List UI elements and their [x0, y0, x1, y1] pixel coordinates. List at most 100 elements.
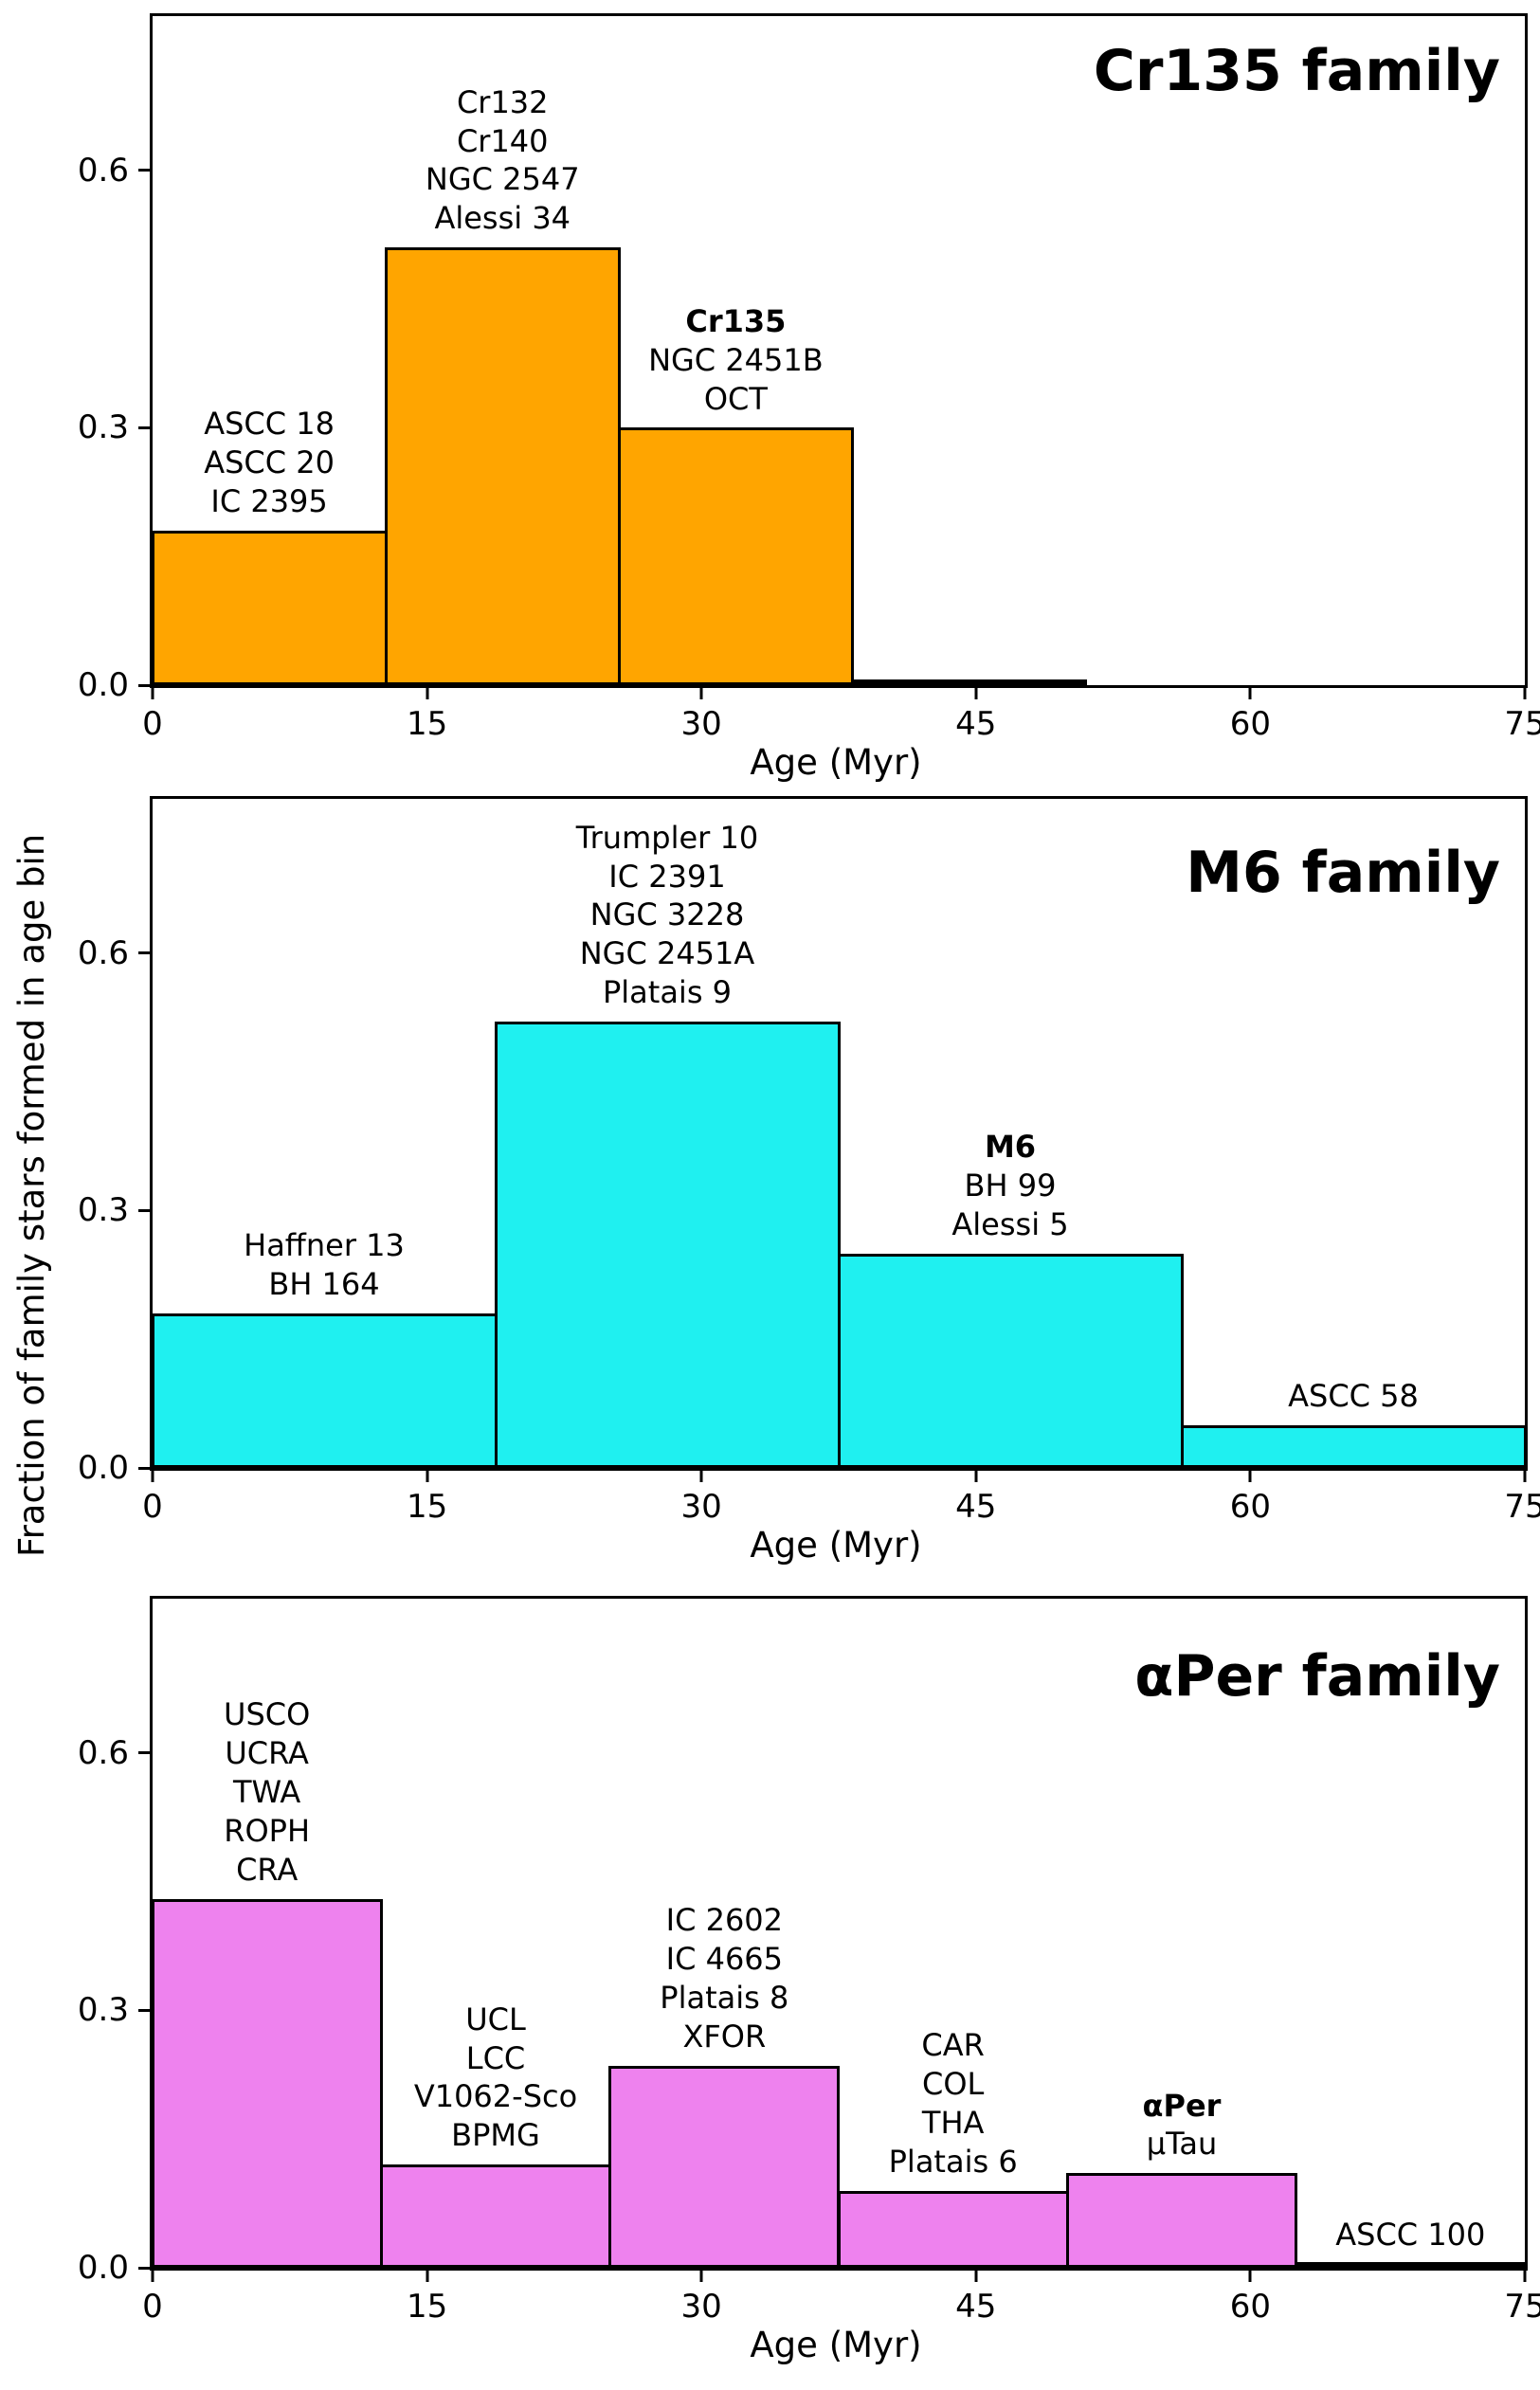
y-tick-mark: [138, 2266, 150, 2270]
x-tick-label: 30: [680, 2288, 722, 2326]
bar-annotation: αPer μTau: [1143, 2087, 1222, 2164]
bar-annotation-line: Cr132: [456, 83, 549, 120]
panel-title-alphaper: αPer family: [1134, 1643, 1500, 1710]
x-tick-label: 0: [142, 2288, 163, 2326]
bar-annotation-line: Platais 8: [660, 1980, 789, 2017]
bar-annotation-line: ASCC 18: [204, 406, 335, 443]
bar-annotation-line: IC 4665: [665, 1941, 784, 1978]
histogram-bar: [151, 1313, 498, 1468]
x-tick-label: 15: [406, 2288, 448, 2326]
bar-annotation-line: ROPH: [224, 1812, 311, 1849]
bar-annotation: ASCC 18 ASCC 20 IC 2395: [204, 405, 335, 521]
y-tick-mark: [138, 1208, 150, 1212]
y-tick-mark: [138, 2008, 150, 2012]
bar-annotation-line: Platais 6: [888, 2143, 1018, 2180]
x-tick-mark: [1523, 688, 1527, 699]
x-tick-mark: [426, 2271, 429, 2282]
y-tick-mark: [138, 951, 150, 955]
bar-annotation-line: CAR: [921, 2026, 985, 2063]
bar-annotation: UCL LCC V1062-Sco BPMG: [414, 2001, 577, 2156]
plot-area-cr135: Cr135 family ASCC 18 ASCC 20 IC 2395 Cr132 C…: [78, 13, 1540, 740]
bar-annotation-line: M6: [984, 1128, 1037, 1165]
x-tick-label: 60: [1229, 705, 1272, 743]
x-tick-mark: [974, 688, 978, 699]
bar-annotation-line: Alessi 5: [951, 1205, 1069, 1242]
bar-annotation-line: THA: [921, 2104, 985, 2141]
bar-annotation-line: Haffner 13: [244, 1227, 405, 1264]
histogram-bar: [1295, 2262, 1527, 2268]
x-tick-mark: [1248, 2271, 1252, 2282]
bar-annotation-line: OCT: [703, 380, 768, 417]
bar-annotation-line: NGC 2451B: [648, 341, 824, 378]
x-tick-label: 0: [142, 1488, 163, 1526]
bar-annotation: Haffner 13 BH 164: [244, 1226, 405, 1304]
y-tick-label: 0.6: [77, 151, 129, 190]
histogram-bar: [1065, 2173, 1298, 2268]
x-tick-label: 15: [406, 1488, 448, 1526]
bar-annotation: IC 2602 IC 4665 Platais 8 XFOR: [660, 1901, 788, 2056]
x-tick-mark: [699, 688, 703, 699]
histogram-bar: [379, 2164, 612, 2268]
y-tick-mark: [138, 169, 150, 172]
histogram-bar: [837, 1253, 1184, 1468]
y-tick-label: 0.3: [77, 408, 129, 447]
bar-annotation: USCO UCRA TWA ROPH CRA: [224, 1695, 310, 1890]
histogram-bar: [850, 679, 1088, 685]
x-tick-label: 45: [955, 1488, 997, 1526]
bar-annotation-line: IC 2602: [665, 1902, 784, 1939]
bar-annotation-line: COL: [921, 2065, 985, 2102]
histogram-bar: [617, 427, 854, 685]
x-tick-label: 60: [1229, 2288, 1272, 2326]
x-tick-label: 75: [1504, 2288, 1540, 2326]
bar-annotation-line: UCL: [465, 2001, 526, 2037]
x-tick-mark: [974, 2271, 978, 2282]
y-tick-label: 0.0: [77, 2249, 129, 2287]
bar-annotation: CAR COL THA Platais 6: [889, 2026, 1018, 2182]
bar-annotation-line: NGC 2451A: [579, 935, 755, 972]
bar-annotation-line: CRA: [236, 1851, 299, 1888]
bar-annotation-line: IC 2395: [210, 483, 328, 520]
y-tick-label: 0.0: [77, 666, 129, 704]
x-tick-mark: [1523, 2271, 1527, 2282]
bar-annotation-line: Alessi 34: [434, 200, 571, 237]
histogram-bar: [608, 2066, 841, 2268]
x-tick-mark: [1248, 688, 1252, 699]
bar-annotation-line: UCRA: [225, 1734, 309, 1771]
x-tick-label: 15: [406, 705, 448, 743]
bar-annotation: M6 BH 99 Alessi 5: [951, 1128, 1068, 1244]
x-tick-mark: [151, 1471, 154, 1482]
bar-annotation-line: NGC 3228: [589, 896, 745, 933]
x-tick-label: 45: [955, 705, 997, 743]
histogram-bar: [151, 1898, 383, 2268]
panel-title-m6: M6 family: [1186, 840, 1500, 906]
y-tick-mark: [138, 683, 150, 687]
bar-annotation-line: USCO: [224, 1696, 311, 1733]
bar-annotation-line: IC 2391: [608, 858, 726, 895]
plot-area-m6: M6 family Haffner 13 BH 164 Trumpler 10 IC …: [78, 796, 1540, 1523]
y-tick-label: 0.3: [77, 1991, 129, 2030]
bar-annotation-line: Platais 9: [602, 974, 733, 1011]
y-tick-mark: [138, 425, 150, 429]
x-tick-label: 75: [1504, 1488, 1540, 1526]
panel-alphaper-family: αPer family USCO UCRA TWA ROPH CRA UCL LCC V106…: [0, 1596, 1540, 2382]
y-tick-label: 0.0: [77, 1449, 129, 1487]
y-tick-label: 0.3: [77, 1191, 129, 1230]
bar-annotation-line: BH 99: [964, 1167, 1057, 1204]
bar-annotation: ASCC 58: [1288, 1377, 1419, 1416]
x-tick-label: 45: [955, 2288, 997, 2326]
bar-annotation-line: Cr140: [456, 122, 549, 159]
bar-annotation-line: BH 164: [268, 1266, 380, 1303]
x-tick-label: 75: [1504, 705, 1540, 743]
x-tick-label: 60: [1229, 1488, 1272, 1526]
bar-annotation-line: ASCC 58: [1288, 1377, 1419, 1414]
bar-annotation-line: NGC 2547: [425, 161, 580, 198]
x-tick-label: 0: [142, 705, 163, 743]
x-tick-mark: [1248, 1471, 1252, 1482]
plot-area-alphaper: αPer family USCO UCRA TWA ROPH CRA UCL LCC V106…: [78, 1596, 1540, 2323]
panel-m6-family: M6 family Haffner 13 BH 164 Trumpler 10 IC …: [0, 796, 1540, 1583]
bar-annotation: Cr132 Cr140 NGC 2547 Alessi 34: [426, 83, 580, 239]
histogram-bar: [494, 1022, 841, 1468]
x-axis-label: Age (Myr): [750, 742, 922, 783]
bar-annotation-line: BPMG: [451, 2117, 540, 2154]
bar-annotation-line: TWA: [232, 1773, 301, 1810]
